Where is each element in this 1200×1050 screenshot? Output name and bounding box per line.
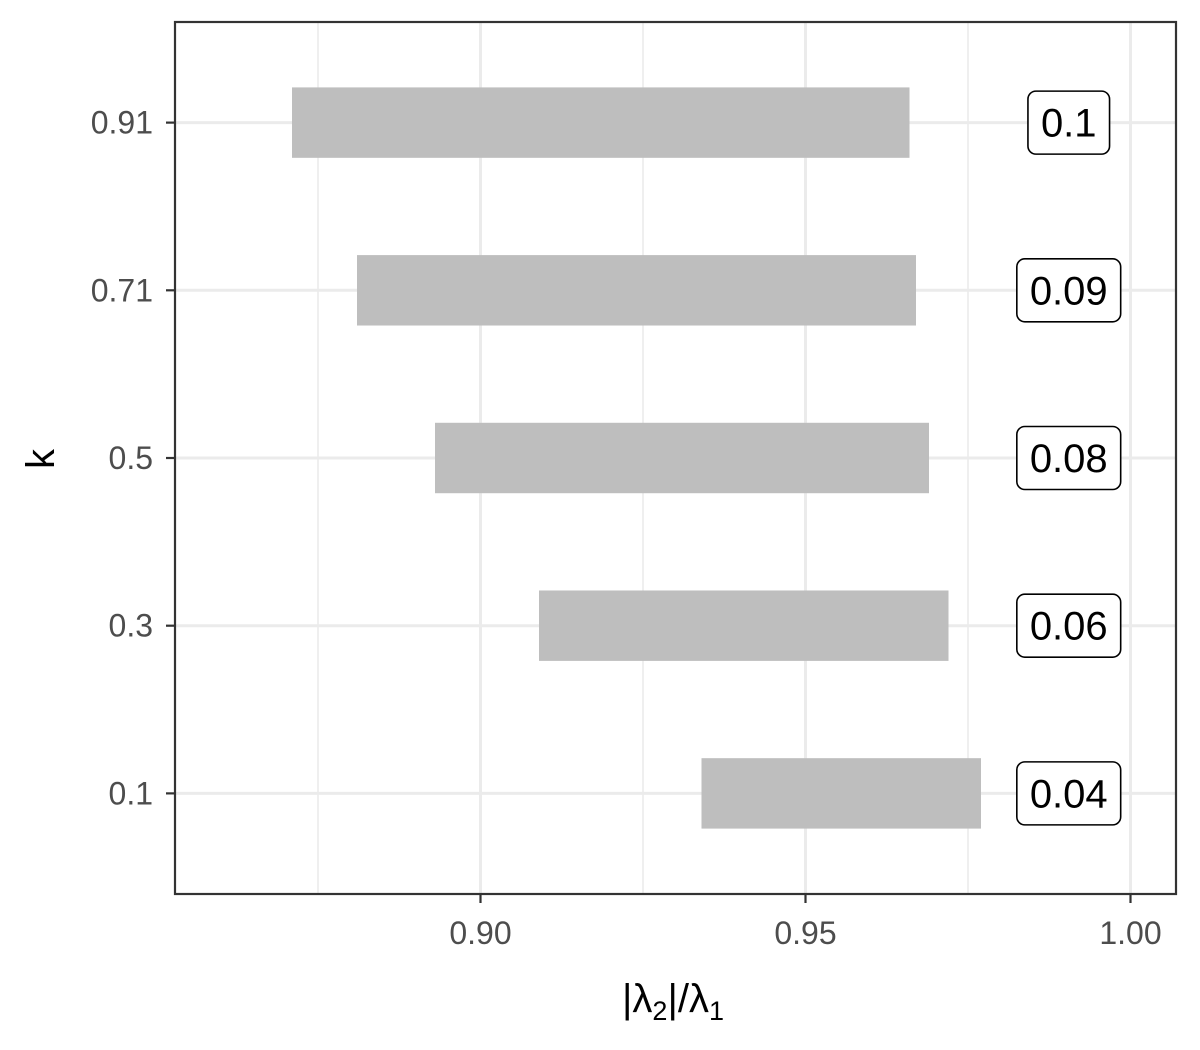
- bar-k-0-91: [292, 87, 910, 158]
- x-title-slash: |/: [667, 977, 689, 1021]
- x-title-sub2: 2: [652, 996, 667, 1026]
- value-label-frame: [1016, 593, 1122, 658]
- bar-k-0-71: [357, 255, 916, 326]
- bar-k-0-1: [701, 758, 981, 829]
- x-tick-label: 0.95: [774, 915, 836, 951]
- bar-k-0-3: [539, 590, 949, 661]
- value-label-box: 0.1: [1027, 90, 1111, 155]
- x-title-lambda2: λ: [632, 977, 652, 1021]
- bar-k-0-5: [435, 422, 929, 494]
- value-label-frame: [1016, 425, 1122, 491]
- y-tick-label: 0.1: [109, 775, 153, 811]
- x-title-sub1: 1: [709, 996, 724, 1026]
- value-label-box: 0.09: [1016, 258, 1122, 323]
- value-label-box: 0.04: [1016, 761, 1122, 826]
- value-label-frame: [1027, 90, 1111, 155]
- bar-layer: [292, 87, 981, 829]
- value-label-box: 0.08: [1016, 425, 1122, 491]
- label-layer: 0.04 0.06 0.08 0.09 0.1: [1016, 90, 1122, 826]
- value-label-frame: [1016, 761, 1122, 826]
- y-tick-label: 0.71: [91, 272, 153, 308]
- x-axis-title: |λ2|/λ1: [622, 977, 724, 1026]
- value-label: 0.04: [1030, 772, 1108, 816]
- value-label-box: 0.06: [1016, 593, 1122, 658]
- axis-layer: 0.90 0.95 1.00 0.1 0.3 0.5 0.71 0.91: [91, 105, 1162, 951]
- x-tick-label: 0.90: [449, 915, 511, 951]
- value-label: 0.08: [1030, 437, 1108, 481]
- x-title-lambda1: λ: [689, 977, 709, 1021]
- y-tick-label: 0.5: [109, 440, 153, 476]
- x-tick-label: 1.00: [1099, 915, 1161, 951]
- value-label: 0.06: [1030, 605, 1108, 649]
- y-axis-title: k: [19, 448, 63, 469]
- y-tick-label: 0.3: [109, 608, 153, 644]
- value-label: 0.1: [1041, 102, 1097, 146]
- value-label: 0.09: [1030, 269, 1108, 313]
- y-tick-label: 0.91: [91, 105, 153, 141]
- value-label-frame: [1016, 258, 1122, 323]
- x-title-bar: |: [622, 977, 632, 1021]
